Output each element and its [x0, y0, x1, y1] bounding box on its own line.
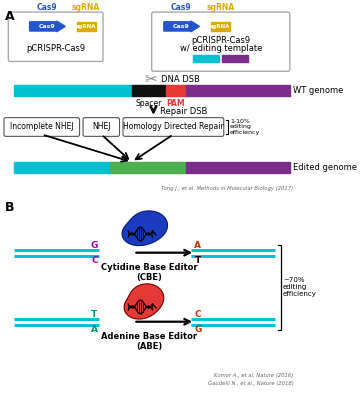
- Text: C: C: [91, 256, 98, 265]
- Text: Cas9: Cas9: [173, 24, 190, 29]
- FancyBboxPatch shape: [8, 12, 103, 62]
- FancyBboxPatch shape: [123, 118, 224, 136]
- Text: Komor A., et al. Nature (2016): Komor A., et al. Nature (2016): [214, 373, 293, 378]
- Text: Tong J., et al. Methods in Molecular Biology (2017): Tong J., et al. Methods in Molecular Bio…: [161, 186, 293, 191]
- Text: ~70%
editing
efficiency: ~70% editing efficiency: [283, 277, 317, 297]
- Text: Cas9: Cas9: [171, 3, 192, 12]
- Text: Adenine Base Editor
(ABE): Adenine Base Editor (ABE): [101, 332, 197, 351]
- Polygon shape: [122, 211, 168, 246]
- Text: w/ editing template: w/ editing template: [179, 44, 262, 53]
- Text: sgRNA: sgRNA: [210, 24, 230, 29]
- Text: NHEJ: NHEJ: [92, 122, 110, 132]
- Text: Cas9: Cas9: [39, 24, 55, 29]
- Bar: [77, 22, 96, 31]
- FancyBboxPatch shape: [83, 118, 119, 136]
- Bar: [193, 56, 219, 62]
- FancyArrow shape: [30, 21, 65, 32]
- Text: DNA DSB: DNA DSB: [161, 75, 200, 84]
- Text: Gaudelli N., et al., Nature (2018): Gaudelli N., et al., Nature (2018): [208, 381, 293, 386]
- Text: ✂: ✂: [144, 72, 157, 87]
- FancyBboxPatch shape: [152, 12, 290, 71]
- FancyArrow shape: [164, 21, 199, 32]
- Text: sgRNA: sgRNA: [72, 3, 100, 12]
- Text: Homology Directed Repair: Homology Directed Repair: [123, 122, 224, 132]
- Text: Spacer: Spacer: [136, 99, 162, 108]
- Text: A: A: [5, 10, 14, 23]
- Bar: [186, 85, 290, 96]
- Polygon shape: [124, 284, 164, 319]
- Bar: [132, 85, 166, 96]
- Text: sgRNA: sgRNA: [76, 24, 96, 29]
- Text: sgRNA: sgRNA: [206, 3, 234, 12]
- Text: Edited genome: Edited genome: [293, 163, 357, 172]
- Text: T: T: [195, 256, 201, 265]
- Text: G: G: [194, 325, 201, 334]
- Bar: [14, 85, 132, 96]
- Bar: [14, 162, 110, 173]
- Text: WT genome: WT genome: [293, 86, 344, 95]
- Bar: [110, 162, 186, 173]
- Text: Cytidine Base Editor
(CBE): Cytidine Base Editor (CBE): [101, 262, 197, 282]
- Text: Incomplete NHEJ: Incomplete NHEJ: [10, 122, 74, 132]
- Text: Repair DSB: Repair DSB: [160, 107, 208, 116]
- Bar: [211, 22, 230, 31]
- FancyBboxPatch shape: [4, 118, 79, 136]
- Text: pCRISPR-Cas9: pCRISPR-Cas9: [26, 44, 85, 53]
- Text: PAM: PAM: [167, 99, 185, 108]
- Bar: [186, 162, 290, 173]
- Text: A: A: [194, 241, 201, 250]
- Text: Cas9: Cas9: [37, 3, 57, 12]
- Bar: [222, 56, 248, 62]
- Text: G: G: [91, 241, 98, 250]
- Bar: [166, 85, 186, 96]
- Text: A: A: [91, 325, 98, 334]
- Text: 1-10%
editing
efficiency: 1-10% editing efficiency: [230, 119, 260, 135]
- Text: B: B: [5, 202, 14, 214]
- Text: T: T: [91, 310, 97, 319]
- Text: C: C: [195, 310, 201, 319]
- Text: pCRISPR-Cas9: pCRISPR-Cas9: [191, 36, 250, 45]
